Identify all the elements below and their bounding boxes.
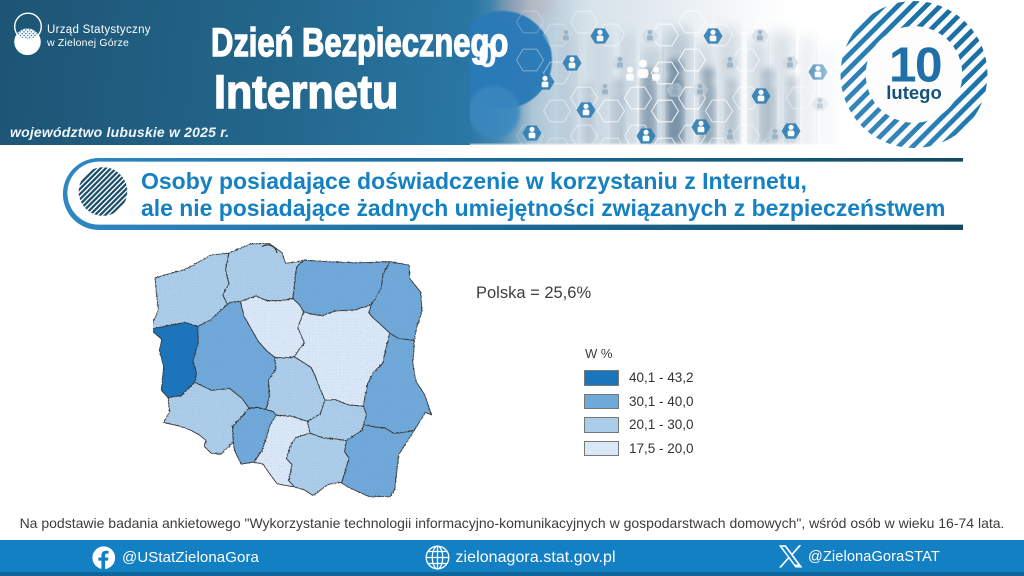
svg-text:10: 10 xyxy=(889,38,941,93)
svg-text:lutego: lutego xyxy=(886,82,942,103)
svg-text:0: 0 xyxy=(478,37,497,75)
